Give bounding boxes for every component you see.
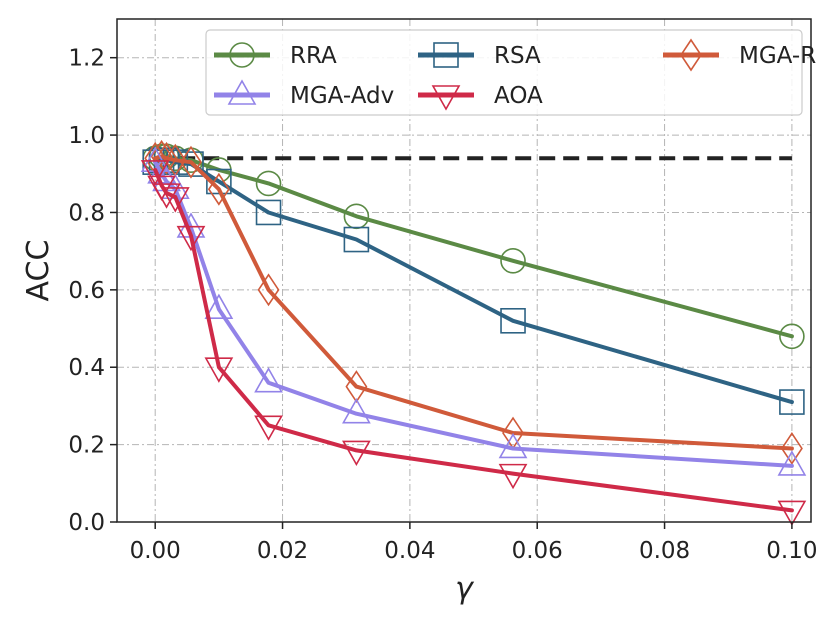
x-tick-label: 0.10	[766, 538, 817, 564]
series-line-rra	[153, 154, 794, 339]
y-tick-label: 0.4	[68, 355, 105, 381]
data-point-mga-adv	[254, 367, 283, 393]
legend-label: RSA	[494, 43, 541, 69]
axis-ticks: 0.00 0.02 0.04 0.06 0.08 0.10 0.0 0.2 0.4 0.6 0.8 1…	[68, 46, 817, 564]
data-point-rsa	[779, 389, 805, 415]
series-aoa	[140, 160, 807, 527]
data-point-rra	[779, 323, 805, 350]
legend-marker	[431, 85, 461, 111]
x-tick-label: 0.06	[512, 538, 563, 564]
data-point-mga-r	[345, 370, 368, 404]
legend-label: MGA-R	[739, 43, 816, 69]
data-point-aoa	[176, 225, 206, 252]
legend-marker	[433, 42, 459, 68]
data-point-rsa	[255, 199, 282, 226]
series-group	[140, 139, 807, 527]
data-point-rra	[255, 170, 282, 197]
y-tick-label: 1.2	[68, 46, 105, 72]
data-point-mga-adv	[342, 398, 371, 424]
series-line-aoa	[153, 167, 794, 513]
data-point-aoa	[160, 187, 190, 213]
legend-marker	[227, 79, 257, 105]
legend-marker	[680, 38, 702, 72]
legend-item-mga-adv: MGA-Adv	[214, 79, 394, 109]
data-point-mga-r	[780, 432, 803, 465]
series-rra	[142, 143, 805, 350]
legend-item-rsa: RSA	[418, 42, 541, 69]
data-point-mga-r	[155, 141, 178, 175]
y-axis-label: ACC	[21, 240, 56, 302]
series-rsa	[142, 147, 805, 415]
y-tick-label: 1.0	[68, 123, 105, 149]
legend: RRA RSA MGA-R MGA-Adv AOA	[205, 29, 816, 116]
data-point-aoa	[254, 415, 283, 441]
plot-frame	[116, 18, 812, 523]
legend-item-rra: RRA	[214, 42, 337, 69]
legend-item-mga-r: MGA-R	[663, 38, 816, 72]
series-line-rsa	[153, 158, 794, 405]
data-point-rsa	[500, 307, 526, 334]
data-point-aoa	[152, 183, 181, 209]
data-point-aoa	[342, 440, 371, 467]
data-point-aoa	[498, 463, 528, 490]
x-axis-label: γ	[455, 571, 475, 606]
data-point-aoa	[140, 160, 170, 186]
data-point-mga-adv	[777, 450, 807, 476]
data-point-rra	[500, 248, 526, 274]
x-tick-label: 0.08	[639, 538, 690, 564]
y-tick-label: 0.8	[68, 200, 105, 226]
legend-marker	[229, 42, 255, 68]
data-point-mga-r	[180, 145, 202, 179]
data-point-rsa	[343, 226, 370, 253]
data-point-mga-r	[207, 172, 230, 206]
legend-label: RRA	[290, 43, 337, 69]
data-point-mga-r	[257, 273, 280, 307]
y-tick-label: 0.0	[68, 510, 105, 536]
data-point-aoa	[204, 357, 234, 383]
legend-label: MGA-Adv	[290, 83, 394, 109]
y-tick-label: 0.6	[68, 278, 105, 304]
data-point-mga-adv	[204, 293, 234, 319]
legend-box	[205, 29, 803, 116]
legend-label: AOA	[494, 83, 543, 109]
y-tick-label: 0.2	[68, 433, 105, 459]
legend-item-aoa: AOA	[418, 83, 543, 111]
x-tick-label: 0.02	[257, 538, 308, 564]
x-tick-label: 0.00	[130, 538, 181, 564]
series-line-mga-adv	[153, 160, 794, 468]
x-tick-label: 0.04	[384, 538, 435, 564]
data-point-mga-adv	[498, 432, 528, 459]
data-point-aoa	[777, 500, 807, 527]
